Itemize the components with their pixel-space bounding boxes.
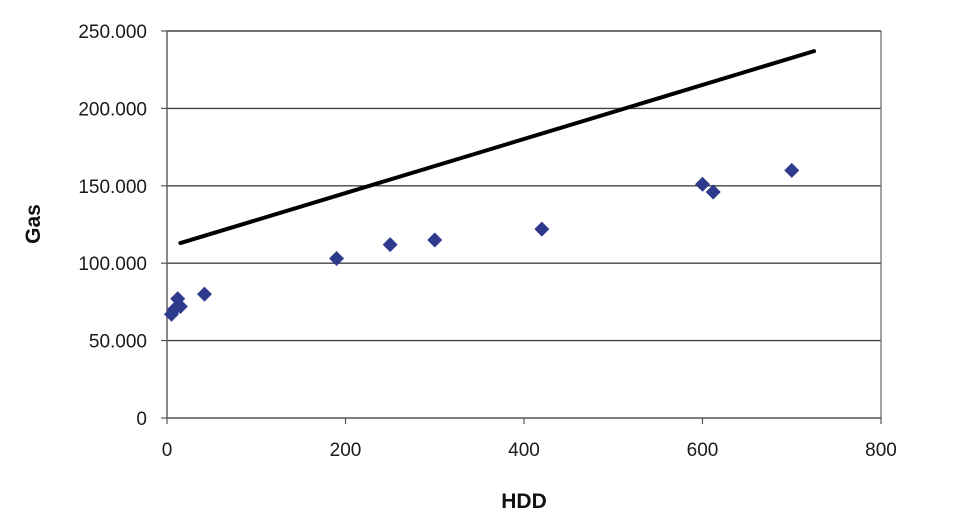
data-point [329,251,345,267]
y-tick-label: 150.000 [78,177,147,198]
y-tick-label: 250.000 [78,22,147,43]
gridlines [166,30,882,419]
y-tick-label: 0 [136,409,147,430]
y-tick-label: 50.000 [89,332,147,353]
x-tick-label: 600 [687,440,719,461]
y-axis-title: Gas [22,204,45,244]
data-point [172,299,188,315]
y-tick-label: 100.000 [78,254,147,275]
x-axis-title: HDD [501,490,547,513]
data-point [196,286,212,302]
y-tick-label: 200.000 [78,99,147,120]
data-point [784,162,800,178]
trend-line [178,49,817,246]
data-marks [163,49,817,322]
data-point [427,232,443,248]
data-point [695,176,710,192]
x-tick-label: 0 [162,440,173,461]
x-tick-label: 200 [330,440,362,461]
axis-ticks: 0 50.000 100.000 150.000 200.000 250.000 0 200 4… [78,22,897,461]
data-point [382,237,398,253]
data-point [534,221,550,237]
x-tick-label: 800 [865,440,897,461]
x-tick-label: 400 [508,440,540,461]
data-point [705,184,721,200]
